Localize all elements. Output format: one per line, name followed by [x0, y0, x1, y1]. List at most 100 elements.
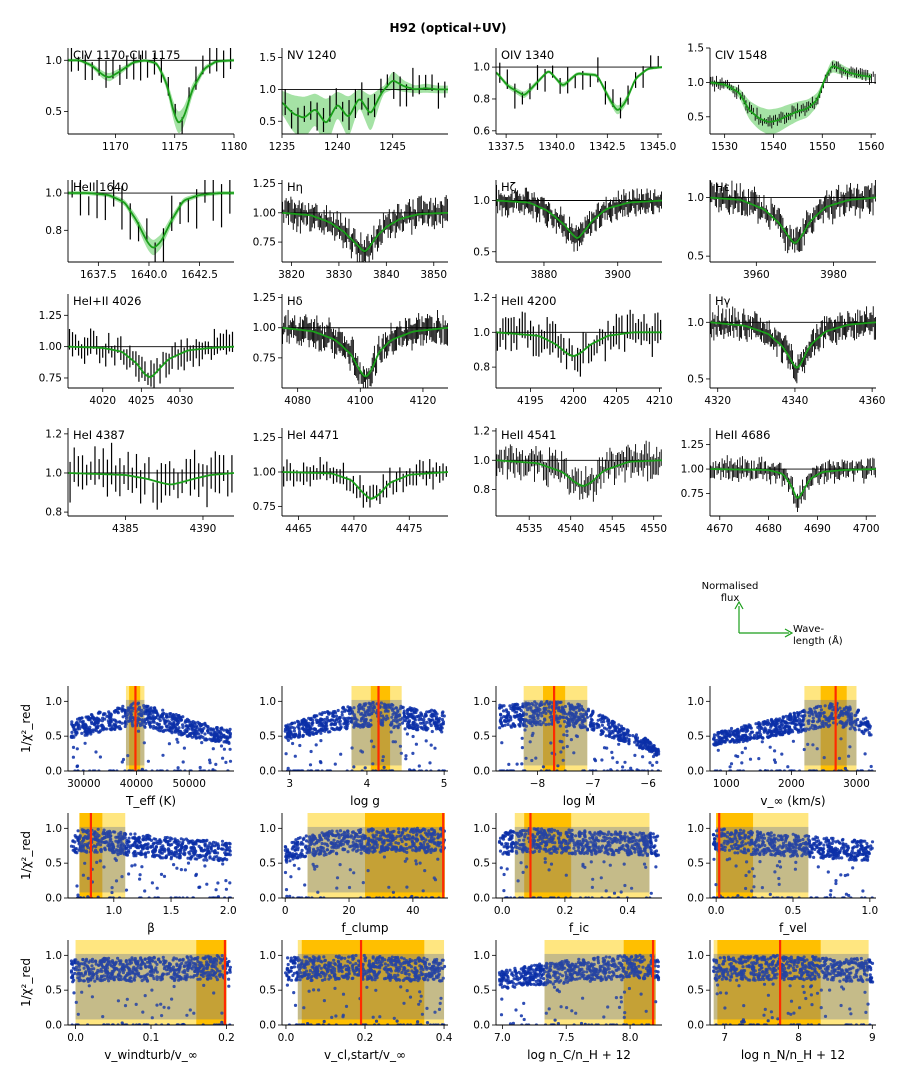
fitness-point	[96, 711, 100, 715]
fitness-point	[574, 720, 578, 724]
fitness-point	[623, 760, 627, 764]
fitness-point	[393, 724, 397, 728]
model-line	[710, 468, 876, 499]
fitness-point	[769, 729, 773, 733]
fitness-point	[608, 726, 612, 730]
y-tick-label: 1.00	[39, 341, 62, 353]
y-tick-label: 1.2	[473, 425, 490, 437]
fitness-point	[190, 727, 194, 731]
fitness-point	[367, 701, 371, 705]
fitness-point	[517, 723, 521, 727]
x-tick-label: 5	[441, 778, 448, 790]
fitness-point	[783, 721, 787, 725]
fitness-point	[108, 727, 112, 731]
fitness-point	[580, 725, 585, 730]
y-tick-label: 0.0	[473, 766, 490, 778]
fitness-point	[773, 760, 778, 765]
y-tick-label: 1.0	[45, 55, 62, 67]
fitness-point	[860, 730, 864, 734]
fitness-point	[185, 724, 189, 728]
fitness-point	[617, 742, 621, 746]
fitness-point	[209, 728, 213, 732]
fitness-point	[333, 722, 338, 727]
fitness-point	[328, 719, 332, 723]
fitness-point	[611, 719, 615, 723]
fitness-point	[137, 836, 141, 840]
fitness-point	[73, 728, 77, 732]
model-line	[68, 345, 234, 378]
fitness-point	[208, 758, 212, 762]
fitness-point	[531, 709, 536, 713]
spectrum-panel: 4670 4680 4690 4700 0.75 1.00 1.25 HeII 4686	[681, 428, 880, 535]
x-tick-label: 1000	[713, 778, 740, 790]
x-tick-label: 4385	[112, 523, 139, 535]
fitness-point	[796, 728, 801, 732]
fitness-point	[325, 727, 329, 731]
spectrum-panel: 4020 4025 4030 0.75 1.00 1.25 HeI+II 4026	[39, 294, 234, 407]
fitness-point	[757, 757, 761, 761]
fitness-point	[793, 726, 797, 731]
fitness-point	[543, 702, 547, 706]
fitness-point	[162, 874, 167, 879]
model-line	[710, 65, 872, 123]
x-tick-label: 4540	[557, 523, 584, 535]
fitness-point	[538, 708, 542, 712]
x-tick-label: 3000	[843, 778, 870, 790]
fitness-point	[556, 700, 560, 704]
x-tick-label: 1637.5	[80, 269, 117, 281]
fitness-point	[284, 752, 288, 756]
fitness-panel: 1000 2000 3000 0.0 0.5 1.0 v_∞ (km/s)	[687, 686, 876, 808]
fitness-point	[627, 741, 631, 745]
fitness-point	[766, 731, 770, 736]
fitness-point	[531, 703, 535, 707]
fitness-point	[526, 708, 530, 712]
fitness-point	[210, 737, 214, 741]
plot-area	[68, 180, 234, 262]
fitness-point	[820, 721, 824, 726]
fitness-point	[617, 723, 621, 727]
fitness-point	[94, 750, 98, 754]
fitness-point	[538, 711, 542, 715]
fitness-point	[214, 762, 218, 767]
fitness-point	[348, 706, 352, 710]
fitness-point	[848, 707, 852, 711]
fitness-point	[166, 847, 171, 851]
fitness-point	[100, 719, 104, 723]
fitness-point	[72, 723, 77, 727]
fitness-point	[110, 886, 114, 890]
x-tick-label: 30000	[67, 778, 100, 790]
plot-area	[282, 309, 448, 388]
fitness-point	[547, 702, 552, 706]
fitness-point	[314, 743, 318, 747]
fitness-point	[117, 720, 122, 724]
fitness-point	[564, 725, 568, 729]
fitness-point	[585, 727, 590, 731]
fitness-point	[115, 725, 119, 729]
fitness-point	[220, 839, 225, 843]
fitness-point	[394, 706, 398, 710]
fitness-point	[146, 710, 150, 714]
fitness-point	[146, 720, 151, 724]
fitness-point	[550, 751, 554, 755]
fitness-point	[780, 752, 784, 756]
fitness-point	[598, 713, 602, 717]
y-tick-label: 1.0	[473, 327, 490, 339]
model-line	[496, 331, 662, 357]
fitness-point	[402, 711, 406, 716]
fitness-point	[288, 735, 292, 739]
fitness-point	[522, 724, 526, 728]
fitness-point	[761, 736, 765, 740]
fitness-point	[148, 707, 152, 711]
fitness-point	[168, 721, 172, 725]
fitness-point	[441, 722, 445, 726]
model-line	[710, 321, 876, 369]
fitness-point	[149, 712, 153, 716]
fitness-point	[786, 765, 790, 769]
fitness-point	[867, 731, 871, 735]
fitness-point	[381, 755, 385, 759]
fitness-point	[568, 707, 572, 711]
fitness-point	[371, 701, 375, 705]
fitness-point	[202, 858, 206, 862]
band-overlay	[523, 699, 588, 766]
fitness-point	[847, 754, 851, 758]
